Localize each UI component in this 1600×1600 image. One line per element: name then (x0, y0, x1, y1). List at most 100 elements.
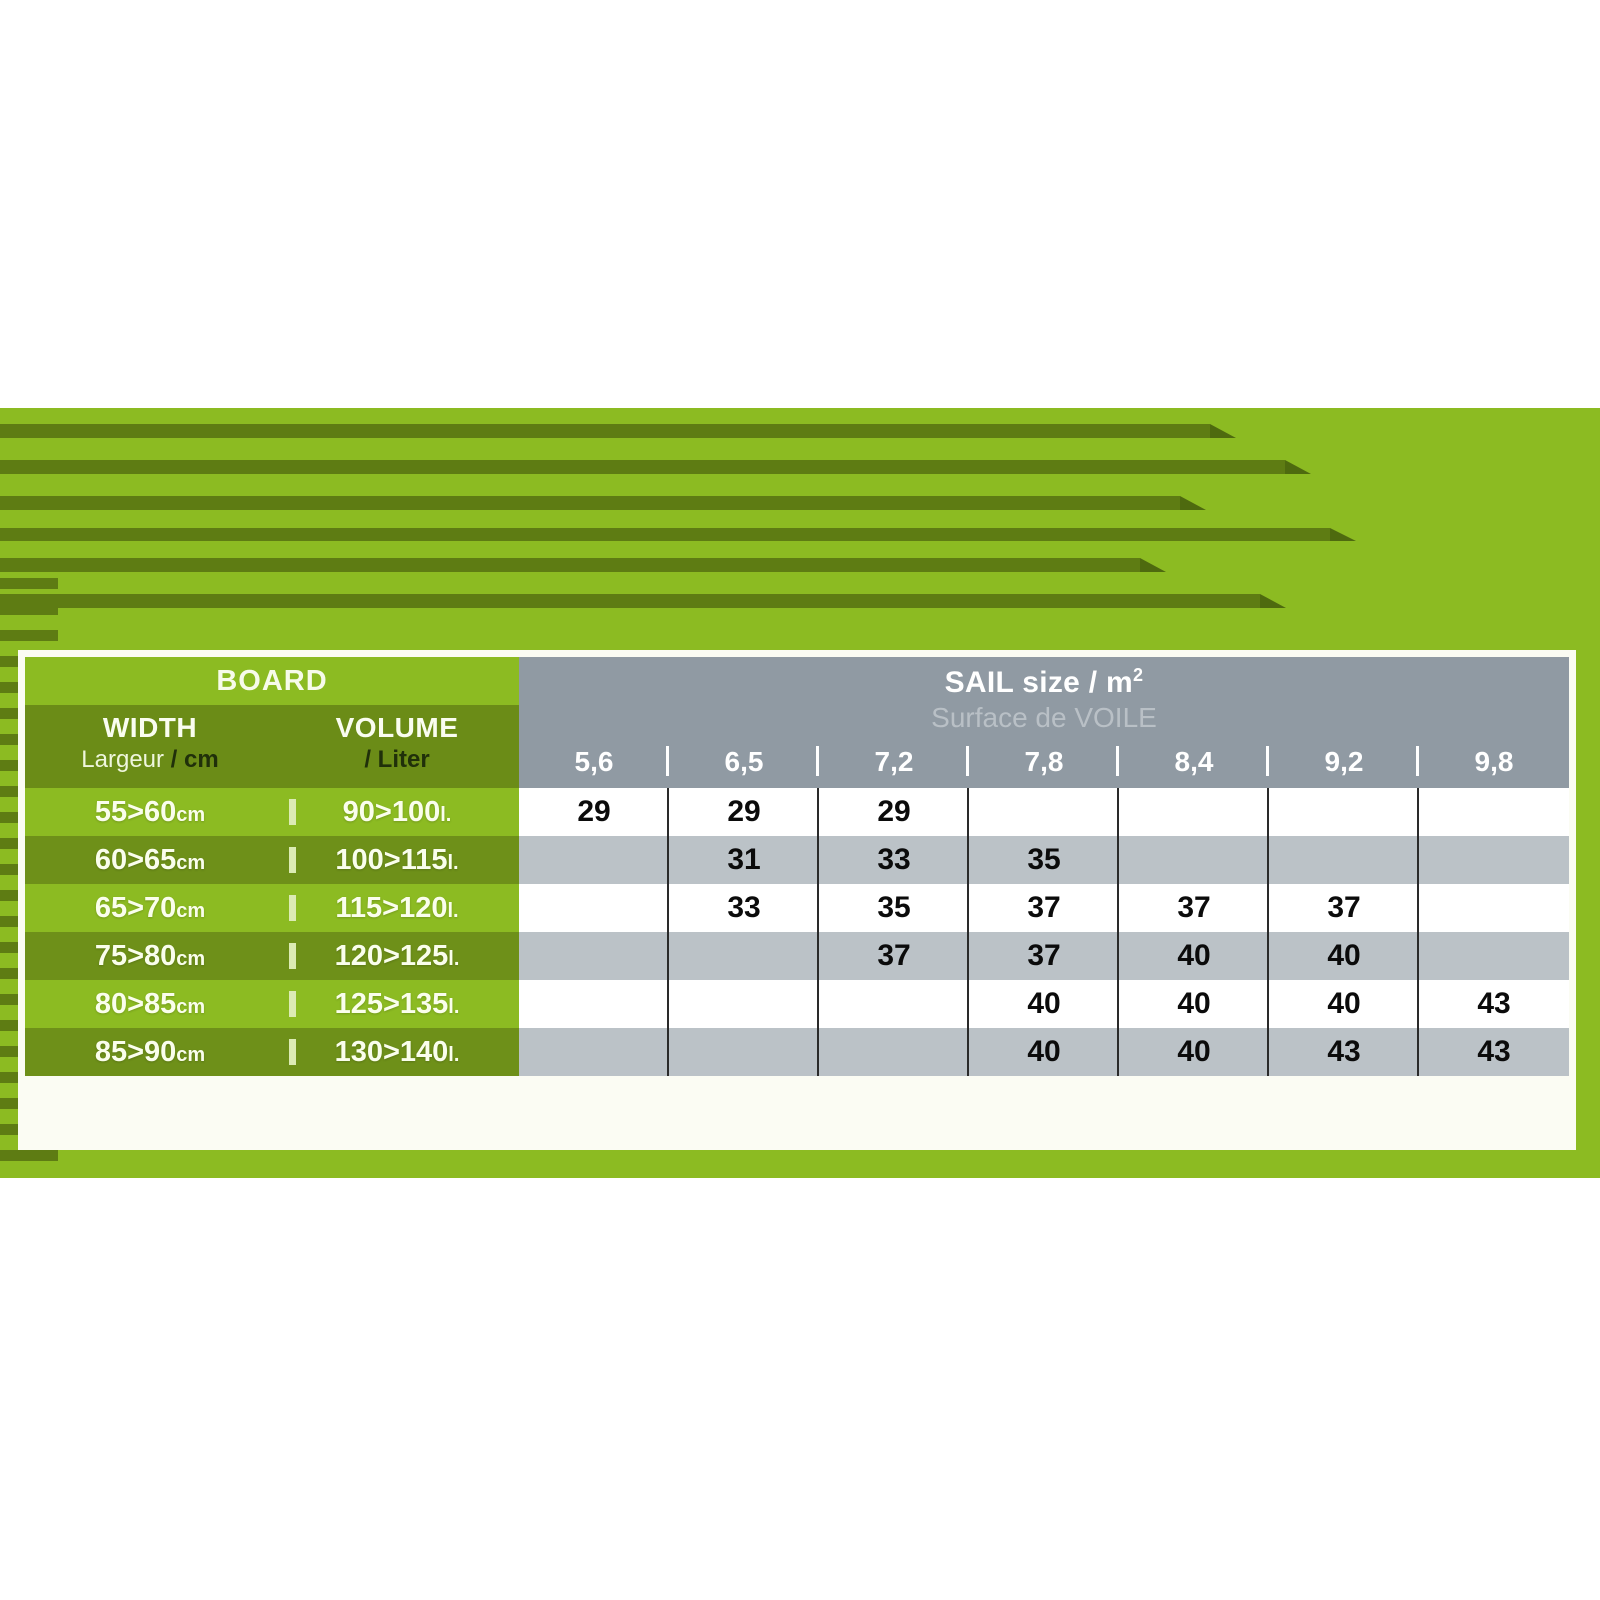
sail-subtitle: Surface de VOILE (931, 702, 1157, 733)
board-row: 75>80cm 120>125l. (25, 932, 519, 980)
sail-size-header: 9,8 (1474, 746, 1514, 777)
sail-row-list: 29 29 29 31 33 35 33 35 37 37 37 37 37 40 40 40 40 40 43 40… (519, 788, 1569, 1076)
board-cell-divider (289, 991, 296, 1017)
board-cell-divider (289, 799, 296, 825)
board-width-unit: cm (176, 899, 206, 922)
fin-size-cell: 35 (819, 884, 969, 932)
fin-size-cell: 40 (1119, 1028, 1269, 1076)
fin-size-cell: 40 (1269, 980, 1419, 1028)
fin-size-cell: 33 (819, 836, 969, 884)
fin-size-cell (519, 884, 669, 932)
fin-size-cell (819, 1028, 969, 1076)
board-row: 55>60cm 90>100l. (25, 788, 519, 836)
board-width-cell: 75>80cm (25, 932, 275, 980)
fin-size-cell: 37 (1269, 884, 1419, 932)
fin-size-cell: 33 (669, 884, 819, 932)
fin-size-cell: 37 (969, 932, 1119, 980)
fin-size-cell (519, 932, 669, 980)
board-cell-divider (289, 895, 296, 921)
fin-size-cell (519, 836, 669, 884)
board-title: BOARD (25, 657, 519, 705)
board-volume-cell: 120>125l. (275, 932, 519, 980)
board-row-list: 55>60cm 90>100l. 60>65cm 100>115l. 65>70cm 11… (25, 788, 519, 1076)
fin-size-cell (669, 980, 819, 1028)
sail-size-header: 6,5 (669, 740, 819, 784)
table-row: 40 40 43 43 (519, 1028, 1569, 1076)
sail-title-superscript: 2 (1133, 665, 1144, 685)
fin-size-cell: 40 (1119, 980, 1269, 1028)
edge-stripe (0, 578, 58, 589)
fin-size-cell (1119, 836, 1269, 884)
edge-stripe (0, 630, 58, 641)
fin-size-cell (519, 980, 669, 1028)
fin-size-cell: 37 (1119, 884, 1269, 932)
board-width-unit: cm (176, 947, 206, 970)
board-width-cell: 65>70cm (25, 884, 275, 932)
board-volume-value: 130>140l. (334, 1035, 460, 1068)
board-volume-value: 90>100l. (342, 795, 452, 828)
board-volume-header: VOLUME / Liter (275, 705, 519, 788)
stripe-taper (1260, 594, 1286, 608)
sail-column-headers: 5,6 6,5 7,2 7,8 8,4 9,2 9,8 (519, 740, 1569, 784)
fin-size-cell (1419, 836, 1569, 884)
board-row: 80>85cm 125>135l. (25, 980, 519, 1028)
board-volume-unit: l. (447, 851, 459, 874)
board-subheader: WIDTH Largeur / cm VOLUME / Liter (25, 705, 519, 788)
fin-size-cell (1119, 788, 1269, 836)
table-row: 33 35 37 37 37 (519, 884, 1569, 932)
board-volume-value: 100>115l. (335, 843, 459, 876)
fin-size-cell: 35 (969, 836, 1119, 884)
board-volume-unit: l. (448, 995, 460, 1018)
board-width-value: 55>60cm (94, 795, 206, 828)
board-row: 60>65cm 100>115l. (25, 836, 519, 884)
board-volume-cell: 90>100l. (275, 788, 519, 836)
board-width-sub-plain: Largeur (81, 746, 171, 773)
stripe (0, 496, 1180, 510)
table-row: 31 33 35 (519, 836, 1569, 884)
fin-size-cell: 29 (819, 788, 969, 836)
sail-size-header: 5,6 (519, 740, 669, 784)
board-width-value: 75>80cm (94, 939, 206, 972)
fin-size-cell: 40 (969, 980, 1119, 1028)
fin-size-cell (519, 1028, 669, 1076)
board-volume-cell: 125>135l. (275, 980, 519, 1028)
board-volume-sub-bold: / Liter (364, 746, 430, 773)
fin-size-cell (1419, 932, 1569, 980)
board-row: 65>70cm 115>120l. (25, 884, 519, 932)
board-width-value: 65>70cm (94, 891, 206, 924)
fin-size-cell: 40 (1119, 932, 1269, 980)
board-width-cell: 60>65cm (25, 836, 275, 884)
fin-size-cell: 40 (969, 1028, 1119, 1076)
stripe-taper (1285, 460, 1311, 474)
fin-size-table: BOARD WIDTH Largeur / cm VOLUME / Liter … (18, 650, 1576, 1150)
board-width-value: 60>65cm (94, 843, 206, 876)
board-width-unit: cm (176, 995, 206, 1018)
board-width-cell: 55>60cm (25, 788, 275, 836)
board-volume-unit: l. (448, 1043, 460, 1066)
board-volume-value: 125>135l. (334, 987, 460, 1020)
fin-size-cell (669, 932, 819, 980)
board-volume-unit: l. (448, 947, 460, 970)
stripe-taper (1210, 424, 1236, 438)
fin-size-cell: 31 (669, 836, 819, 884)
fin-size-cell: 40 (1269, 932, 1419, 980)
board-width-sub: Largeur / cm (25, 746, 275, 774)
board-width-value: 85>90cm (94, 1035, 206, 1068)
table-row: 37 37 40 40 (519, 932, 1569, 980)
fin-size-cell (969, 788, 1119, 836)
stripe (0, 460, 1285, 474)
stripe (0, 558, 1140, 572)
sail-column-group: SAIL size / m2 Surface de VOILE 5,6 6,5 7,… (519, 657, 1569, 1143)
fin-size-cell: 43 (1477, 1035, 1511, 1068)
fin-size-cell: 37 (969, 884, 1119, 932)
board-volume-value: 115>120l. (335, 891, 459, 924)
sail-title-text: SAIL size / m (944, 666, 1134, 699)
fin-size-cell: 29 (669, 788, 819, 836)
board-width-header: WIDTH Largeur / cm (25, 705, 275, 788)
stripe (0, 424, 1210, 438)
edge-stripe (0, 604, 58, 615)
board-width-unit: cm (176, 803, 206, 826)
board-volume-unit: l. (447, 899, 459, 922)
sail-title: SAIL size / m2 (519, 665, 1569, 700)
